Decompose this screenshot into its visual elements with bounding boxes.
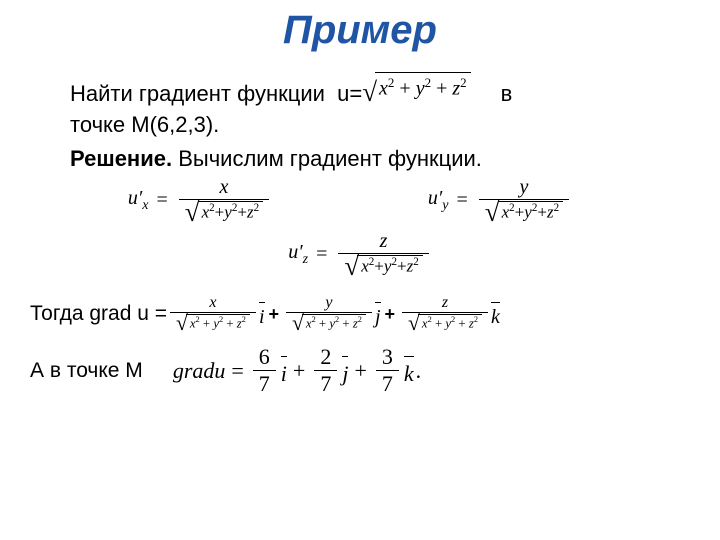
problem-statement: Найти градиент функции u= √ x2 + y2 + z2… [70,72,680,110]
solution-label: Решение. [70,146,172,171]
slide: Пример Найти градиент функции u= √ x2 + … [0,0,720,540]
grad-general-row: Тогда grad u = x √x2 + y2 + z2 i + y √x2… [30,294,690,335]
grad-term-j: y √x2 + y2 + z2 j [283,294,381,335]
partial-ux: u′x = x √x2+y2+z2 [128,176,272,226]
grad-term-k: z √x2 + y2 + z2 k [399,294,500,335]
solution-sentence: Вычислим градиент функции. [172,146,482,171]
problem-line2: точке М(6,2,3). [70,112,690,138]
partial-row-xy: u′x = x √x2+y2+z2 u′y = y √x2+y2+z2 [50,176,650,226]
plus-sign: + [269,304,280,325]
plus-sign: + [385,304,396,325]
grad-at-point-expr: gradu = 6 7 i + 2 7 j + 3 7 k . [173,345,421,396]
partial-uz: u′z = z √x2+y2+z2 [288,230,431,280]
grad-term-i: x √x2 + y2 + z2 i [167,294,265,335]
grad-general-prefix: Тогда grad u = [30,302,167,326]
grad-at-point-prefix: А в точке М [30,359,143,383]
solution-line: Решение. Вычислим градиент функции. [70,146,690,172]
problem-suffix-1: в [471,77,513,110]
partial-row-z: u′z = z √x2+y2+z2 [30,230,690,280]
partial-uy: u′y = y √x2+y2+z2 [428,176,572,226]
grad-at-point-row: А в точке М gradu = 6 7 i + 2 7 j + 3 7 … [30,345,690,396]
slide-title: Пример [30,8,690,52]
problem-prefix: Найти градиент функции u= [70,77,362,110]
problem-function-sqrt: √ x2 + y2 + z2 [362,72,470,110]
